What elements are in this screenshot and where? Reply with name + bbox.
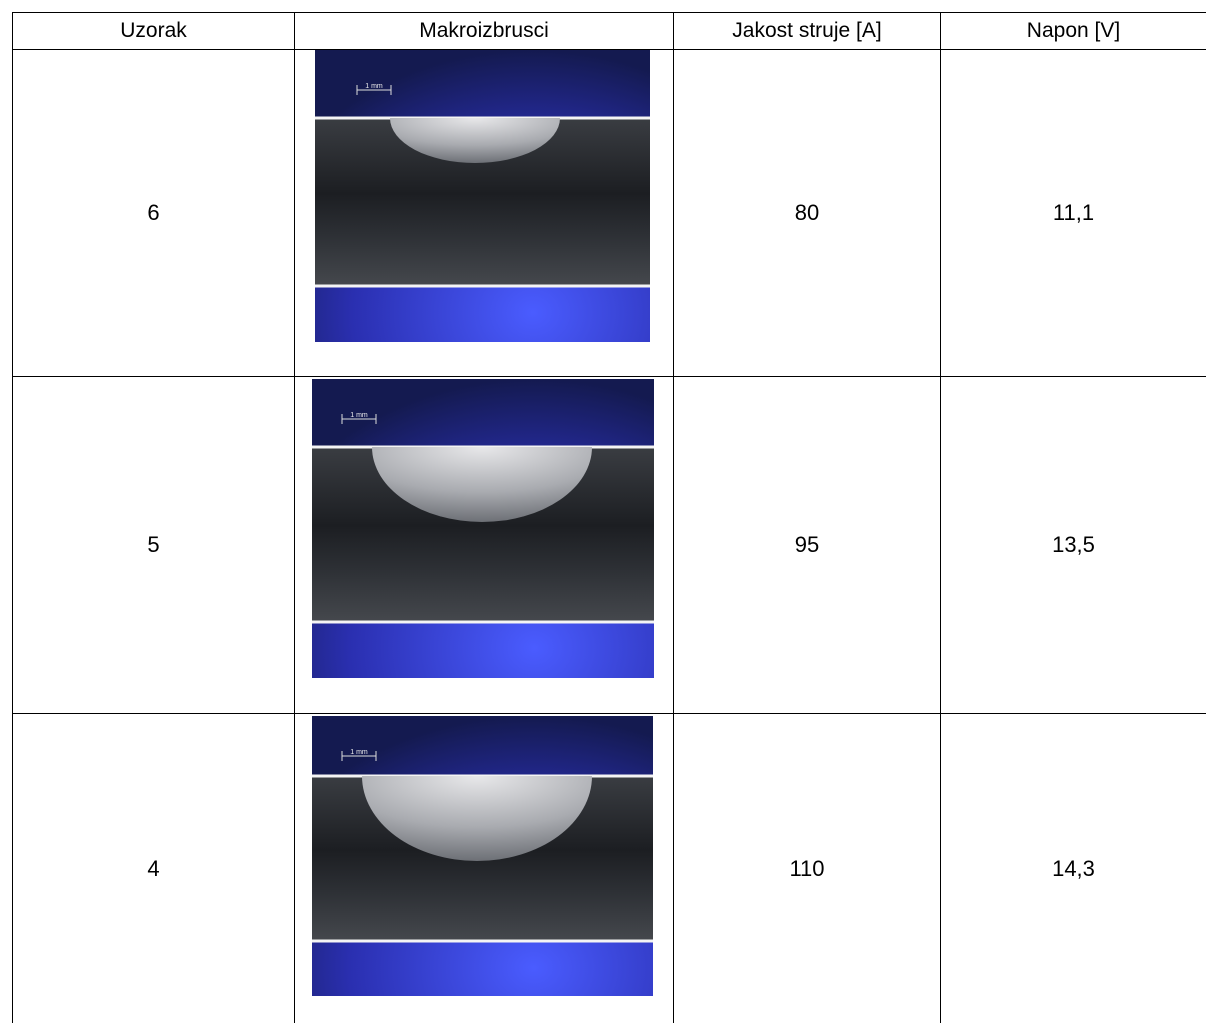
voltage-cell: 13,5 [1052, 532, 1095, 557]
header-cell: Napon [V] [1026, 19, 1121, 42]
scale-label: 1 mm [350, 749, 368, 756]
voltage-cell: 11,1 [1052, 200, 1095, 225]
border [12, 12, 1206, 13]
current-cell: 110 [789, 855, 825, 881]
scale-label: 1 mm [350, 412, 368, 419]
weld-bead [362, 776, 592, 861]
header-cell: Uzorak [120, 19, 187, 42]
border [294, 12, 295, 1023]
border [12, 12, 13, 1023]
macro-photo: 1 mm [315, 50, 650, 342]
macro-photo: 1 mm [312, 716, 653, 996]
sample-cell: 4 [147, 855, 160, 881]
border [940, 12, 941, 1023]
header-cell: Jakost struje [A] [732, 19, 882, 42]
sample-cell: 6 [147, 200, 160, 225]
weld-bead [390, 118, 560, 163]
current-cell: 80 [794, 200, 820, 225]
current-cell: 95 [794, 532, 820, 557]
macro-photo: 1 mm [312, 379, 654, 678]
scale-label: 1 mm [365, 83, 383, 90]
border [673, 12, 674, 1023]
voltage-cell: 14,3 [1052, 855, 1095, 881]
border [12, 49, 1206, 50]
header-cell: Makroizbrusci [419, 19, 549, 42]
weld-bead [372, 447, 592, 522]
border [12, 376, 1206, 377]
sample-cell: 5 [147, 532, 160, 557]
border [12, 713, 1206, 714]
